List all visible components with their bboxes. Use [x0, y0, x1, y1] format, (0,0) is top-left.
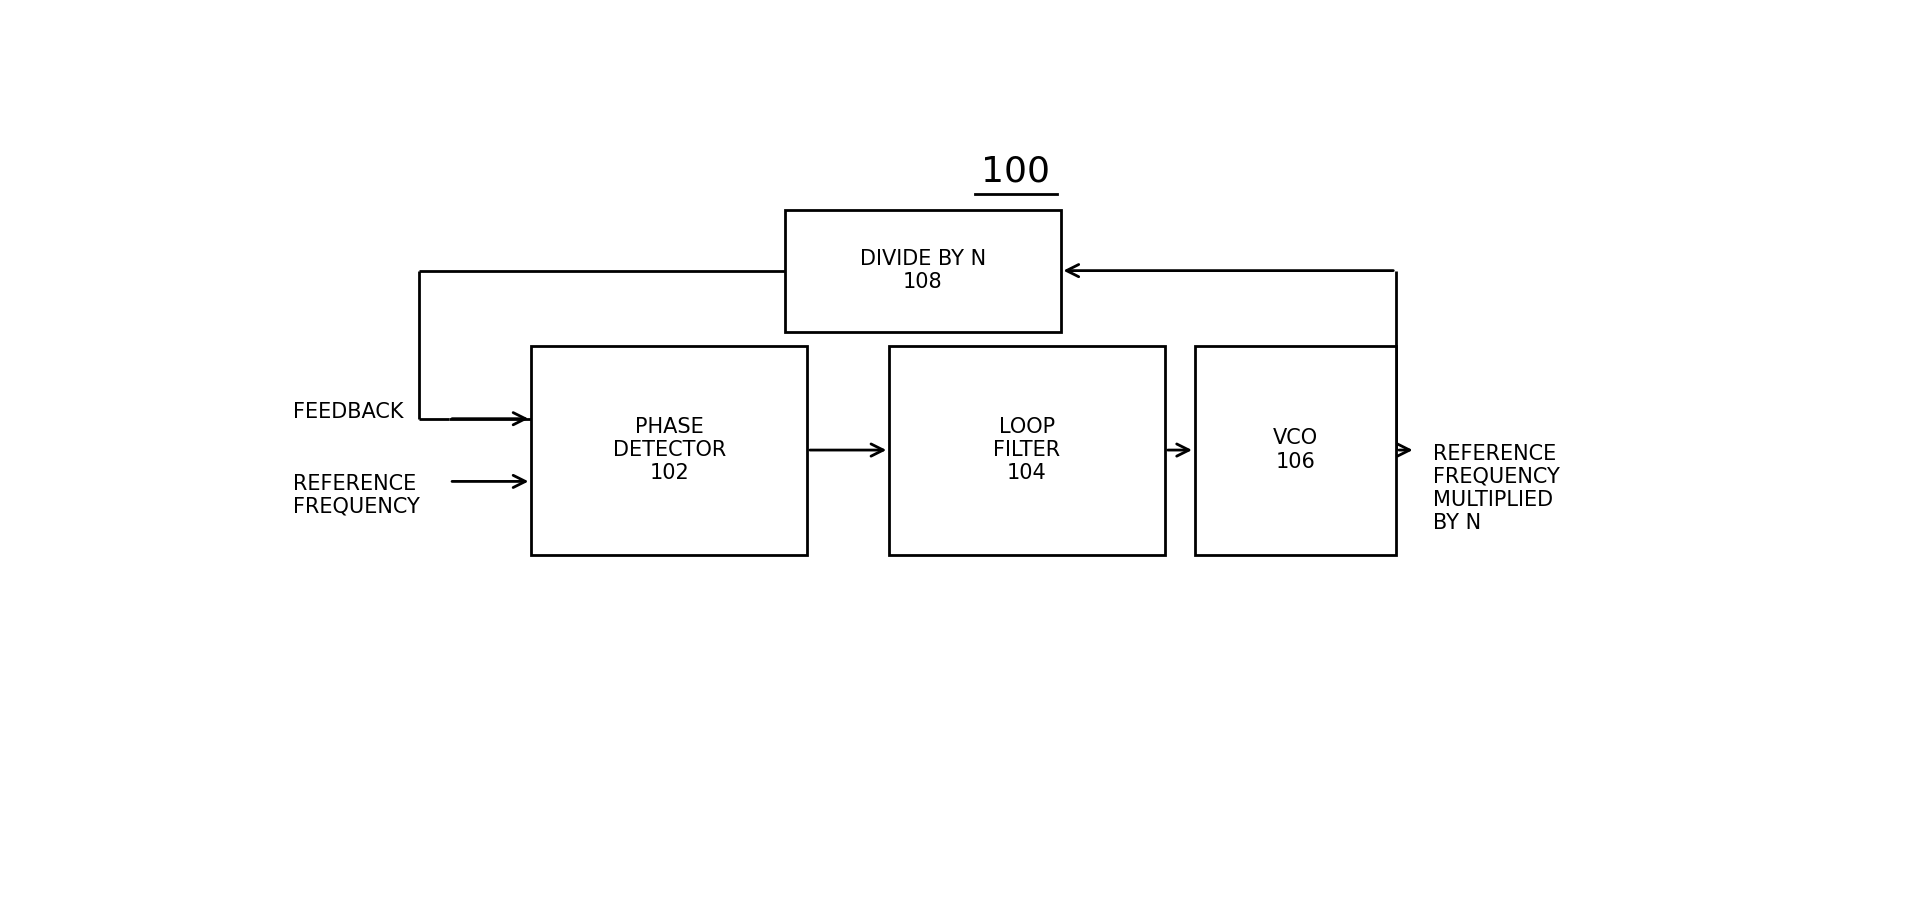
Text: REFERENCE
FREQUENCY: REFERENCE FREQUENCY: [292, 473, 419, 517]
Bar: [785, 210, 1060, 331]
Bar: [1194, 346, 1396, 555]
Text: FEEDBACK: FEEDBACK: [292, 402, 404, 422]
Text: DIVIDE BY N
108: DIVIDE BY N 108: [860, 249, 985, 292]
Text: VCO
106: VCO 106: [1273, 428, 1317, 472]
Text: REFERENCE
FREQUENCY
MULTIPLIED
BY N: REFERENCE FREQUENCY MULTIPLIED BY N: [1433, 443, 1560, 533]
Text: 100: 100: [981, 155, 1050, 188]
Bar: [888, 346, 1165, 555]
Bar: [531, 346, 808, 555]
Text: PHASE
DETECTOR
102: PHASE DETECTOR 102: [612, 417, 725, 483]
Text: LOOP
FILTER
104: LOOP FILTER 104: [992, 417, 1060, 483]
